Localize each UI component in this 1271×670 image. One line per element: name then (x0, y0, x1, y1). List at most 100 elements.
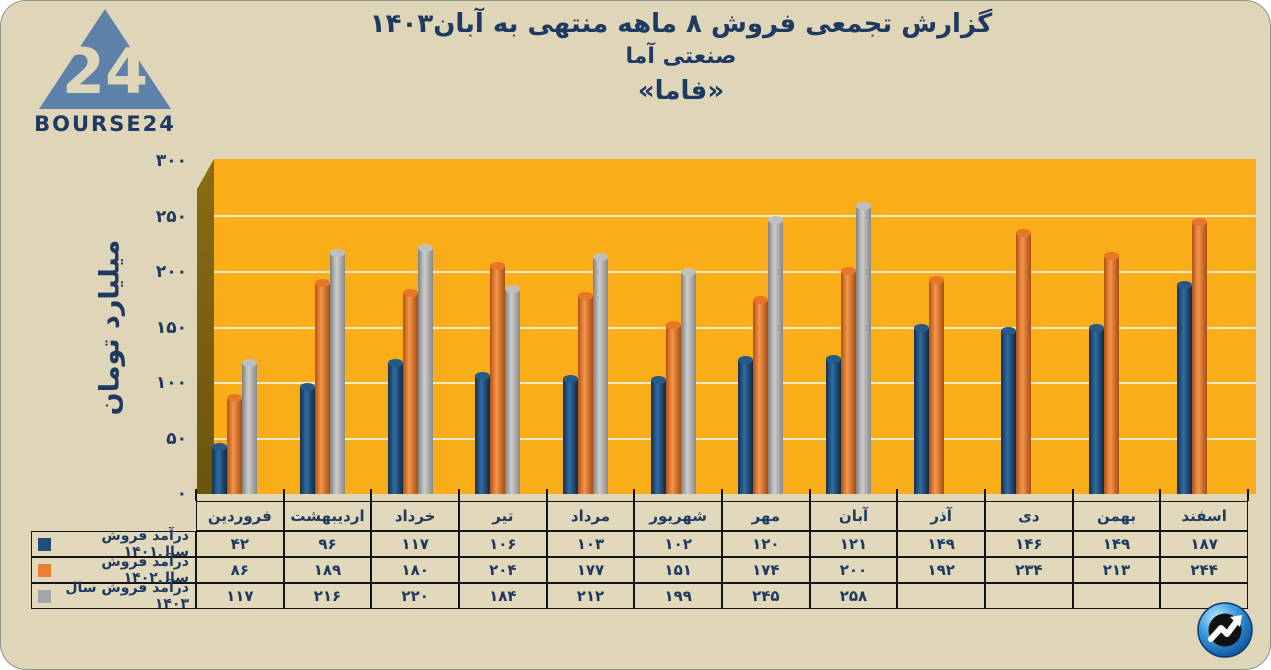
grid-line (214, 214, 1256, 217)
x-axis-tick (896, 489, 899, 501)
month-header-cell: شهریور (634, 501, 722, 531)
legend-swatch (38, 589, 51, 603)
bar-series1-month12 (1176, 281, 1192, 494)
month-header-cell: آذر (897, 501, 985, 531)
x-axis-tick (984, 489, 986, 501)
grid-line (214, 326, 1256, 329)
y-axis-label: میلیارد تومان (94, 239, 126, 416)
x-axis-tick (1071, 489, 1074, 501)
bar-series1-month8 (826, 354, 841, 494)
value-cell-series1-month11: ۱۴۹ (1072, 531, 1161, 557)
month-header-cell: آبان (809, 501, 898, 531)
month-header-cell: اردیبهشت (283, 501, 372, 531)
bar-series3-month3 (417, 244, 433, 494)
logo-24-glyph: 24 (62, 35, 148, 108)
bar-series2-month3 (402, 289, 418, 494)
data-table: فروردین اردیبهشت خرداد تیر مرداد شهریور مهر آبا… (31, 501, 1248, 612)
bar-series3-month6 (680, 267, 696, 494)
plot-3d-side-wall (197, 159, 214, 494)
bar-series3-month4 (505, 284, 521, 494)
value-cell-series1-month12: ۱۸۷ (1160, 531, 1248, 557)
grid-line (214, 270, 1256, 273)
bar-series2-month12 (1191, 217, 1207, 494)
legend-label: درآمد فروش سال ۱۴۰۳ (65, 580, 189, 612)
month-header-cell: مهر (721, 501, 810, 531)
bar-series1-month10 (1001, 326, 1017, 494)
bar-series2-month8 (841, 266, 856, 494)
chart-title-line1: گزارش تجمعی فروش ۸ ماهه منتهی به آبان۱۴۰… (369, 9, 993, 39)
value-cell-series3-month5: ۲۱۲ (546, 583, 635, 609)
value-cell-series2-month6: ۱۵۱ (634, 557, 722, 583)
bar-series2-month6 (665, 321, 681, 494)
bar-series1-month1 (212, 443, 228, 494)
value-cell-series1-month10: ۱۴۶ (984, 531, 1073, 557)
y-tick-label: ۱۰۰ (155, 373, 187, 393)
chart-title-line3: «فاما» (637, 76, 725, 106)
logo-wordmark: BOURSE24 (34, 112, 176, 135)
x-axis-tick (1159, 489, 1162, 501)
value-cell-series3-month11 (1072, 583, 1161, 609)
value-cell-series1-month2: ۹۶ (283, 531, 372, 557)
y-tick-label: ۱۵۰ (155, 317, 187, 338)
bar-series1-month11 (1089, 323, 1104, 494)
y-tick-label: ۲۵۰ (155, 206, 187, 227)
month-header-cell: خرداد (371, 501, 459, 531)
legend-label: درآمد فروش سال۱۴۰۱ (101, 528, 189, 560)
legend-swatch (38, 537, 51, 551)
bar-series2-month1 (227, 393, 243, 494)
value-cell-series2-month2: ۱۸۹ (283, 557, 372, 583)
value-cell-series3-month9 (897, 583, 985, 609)
bar-series1-month3 (387, 359, 403, 494)
chart-title-block: گزارش تجمعی فروش ۸ ماهه منتهی به آبان۱۴۰… (301, 7, 1061, 109)
value-cell-series1-month1: ۴۲ (196, 531, 284, 557)
bar-series1-month7 (738, 356, 754, 494)
bar-series3-month7 (768, 216, 784, 494)
legend-cell-series1: درآمد فروش سال۱۴۰۱ (31, 528, 196, 560)
value-cell-series3-month8: ۲۵۸ (809, 583, 898, 609)
bar-series2-month5 (578, 292, 593, 494)
x-axis-tick (808, 489, 811, 501)
value-cell-series3-month1: ۱۱۷ (196, 583, 284, 609)
value-cell-series2-month3: ۱۸۰ (371, 557, 459, 583)
x-axis-tick (195, 489, 197, 501)
value-cell-series1-month9: ۱۴۹ (897, 531, 985, 557)
bar-series1-month9 (913, 323, 929, 494)
bar-series3-month2 (330, 248, 345, 494)
legend-swatch (38, 563, 51, 577)
bar-series2-month2 (315, 278, 330, 494)
value-cell-series1-month8: ۱۲۱ (809, 531, 898, 557)
bar-series2-month7 (753, 295, 769, 494)
value-cell-series2-month11: ۲۱۳ (1072, 557, 1161, 583)
month-header-cell: تیر (458, 501, 547, 531)
month-header-cell: بهمن (1072, 501, 1161, 531)
value-cell-series2-month1: ۸۶ (196, 557, 284, 583)
x-axis-tick (282, 489, 285, 501)
bar-series3-month1 (242, 359, 258, 494)
value-cell-series2-month8: ۲۰۰ (809, 557, 898, 583)
value-cell-series3-month7: ۲۴۵ (721, 583, 810, 609)
y-tick-label: ۰ (176, 484, 187, 504)
value-cell-series2-month12: ۲۴۴ (1160, 557, 1248, 583)
month-header-cell: دی (984, 501, 1073, 531)
trend-icon (1196, 601, 1254, 659)
y-tick-label: ۳۰۰ (155, 151, 187, 171)
legend-cell-series3: درآمد فروش سال ۱۴۰۳ (31, 580, 196, 612)
value-cell-series1-month4: ۱۰۶ (458, 531, 547, 557)
x-axis-tick (545, 489, 548, 501)
x-axis-tick (370, 489, 373, 501)
x-axis-tick (721, 489, 723, 501)
bourse24-triangle-icon: 24 BOURSE24 (34, 9, 176, 135)
y-axis-ticks: ۳۰۰ ۲۵۰ ۲۰۰ ۱۵۰ ۱۰۰ ۵۰ ۰ (131, 151, 193, 504)
month-header-cell: فروردین (196, 501, 284, 531)
bar-series3-month5 (593, 253, 608, 494)
value-cell-series3-month10 (984, 583, 1073, 609)
bourse24-logo: 24 BOURSE24 (31, 5, 176, 135)
bar-series1-month4 (475, 371, 491, 494)
bar-series2-month9 (928, 275, 944, 494)
grid-line (214, 438, 1256, 441)
value-cell-series1-month5: ۱۰۳ (546, 531, 635, 557)
grid-line (214, 382, 1256, 385)
bar-series2-month11 (1104, 252, 1119, 494)
value-cell-series2-month10: ۲۳۴ (984, 557, 1073, 583)
